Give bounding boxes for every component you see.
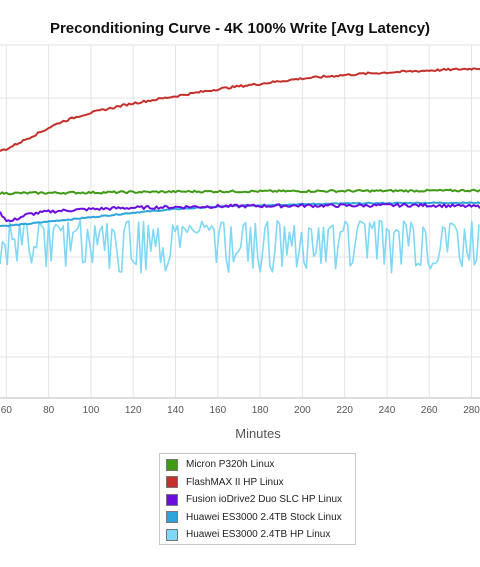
x-tick-label: 280 [463, 405, 480, 416]
x-tick-label: 180 [252, 405, 269, 416]
legend-item-huawei-stock: Huawei ES3000 2.4TB Stock Linux [166, 509, 355, 527]
x-tick-label: 220 [336, 405, 353, 416]
x-tick-label: 260 [421, 405, 438, 416]
x-axis-label: Minutes [235, 426, 281, 441]
legend-swatch [166, 493, 178, 506]
x-tick-label: 120 [125, 405, 142, 416]
x-tick-label: 160 [209, 405, 226, 416]
series-line [0, 67, 480, 153]
series-line [0, 219, 480, 274]
legend-item-flashmax: FlashMAX II HP Linux [166, 474, 355, 492]
legend-item-fusion: Fusion ioDrive2 Duo SLC HP Linux [166, 491, 355, 509]
legend-item-micron: Micron P320h Linux [166, 456, 355, 474]
legend-swatch [166, 528, 178, 541]
x-tick-label: 240 [379, 405, 396, 416]
x-tick-label: 200 [294, 405, 311, 416]
legend-label: Micron P320h Linux [186, 459, 275, 471]
x-tick-label: 60 [1, 405, 13, 416]
legend: Micron P320h Linux FlashMAX II HP Linux … [159, 453, 356, 545]
x-tick-label: 100 [83, 405, 100, 416]
legend-label: Fusion ioDrive2 Duo SLC HP Linux [186, 494, 343, 506]
x-tick-label: 140 [167, 405, 184, 416]
grid-lines [0, 44, 480, 399]
legend-label: Huawei ES3000 2.4TB Stock Linux [186, 511, 342, 523]
x-tick-labels: 60 80 100 120 140 160 180 200 220 240 260 280 [1, 405, 480, 416]
legend-swatch [166, 458, 178, 471]
legend-swatch [166, 476, 178, 489]
legend-label: Huawei ES3000 2.4TB HP Linux [186, 529, 331, 541]
legend-label: FlashMAX II HP Linux [186, 476, 284, 488]
chart-title: Preconditioning Curve - 4K 100% Write [A… [49, 20, 431, 37]
series-lines [0, 67, 480, 274]
legend-item-huawei-hp: Huawei ES3000 2.4TB HP Linux [166, 526, 355, 544]
series-line [0, 188, 480, 196]
legend-swatch [166, 511, 178, 524]
series-line [0, 202, 480, 222]
x-tick-label: 80 [43, 405, 55, 416]
